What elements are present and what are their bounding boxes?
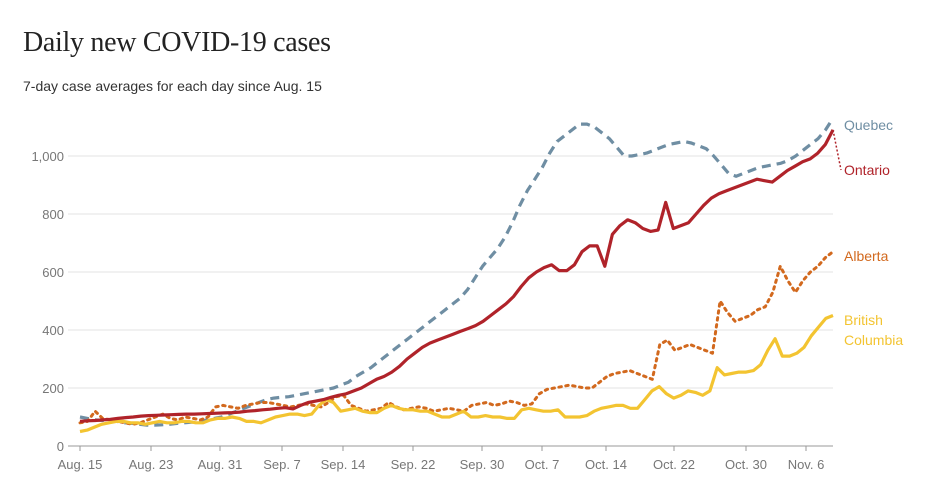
x-tick-label: Sep. 22 [391,457,436,472]
y-tick-label: 0 [57,439,64,454]
y-tick-label: 200 [42,381,64,396]
series-labels: Quebec Ontario Alberta British Columbia [844,117,903,348]
series-label-quebec: Quebec [844,117,893,133]
y-tick-label: 600 [42,265,64,280]
series-label-ontario: Ontario [844,162,890,178]
series-line-british-columbia [79,314,834,434]
x-tick-label: Sep. 7 [263,457,301,472]
y-tick-label: 800 [42,207,64,222]
x-tick-label: Aug. 31 [198,457,243,472]
gridlines [68,155,833,447]
y-axis-tick-labels: 0 200 400 600 800 1,000 [31,149,64,454]
x-tick-label: Nov. 6 [788,457,825,472]
x-axis-tick-labels: Aug. 15 Aug. 23 Aug. 31 Sep. 7 Sep. 14 Sep. 2… [58,446,825,472]
series-line-ontario [79,129,835,423]
x-tick-label: Sep. 14 [321,457,366,472]
series-line-alberta [78,250,835,426]
chart-title: Daily new COVID-19 cases [23,27,331,58]
y-tick-label: 400 [42,323,64,338]
x-tick-label: Aug. 23 [129,457,174,472]
x-tick-label: Oct. 30 [725,457,767,472]
series-label-alberta: Alberta [844,248,889,264]
series-label-british-columbia: Columbia [844,332,903,348]
series-label-british-columbia: British [844,312,883,328]
x-tick-label: Sep. 30 [460,457,505,472]
x-tick-label: Oct. 14 [585,457,627,472]
chart-subtitle: 7-day case averages for each day since A… [23,78,322,94]
ontario-label-connector [832,129,842,171]
series-lines [78,117,842,434]
x-tick-label: Oct. 22 [653,457,695,472]
x-tick-label: Oct. 7 [525,457,560,472]
y-tick-label: 1,000 [31,149,64,164]
x-tick-label: Aug. 15 [58,457,103,472]
